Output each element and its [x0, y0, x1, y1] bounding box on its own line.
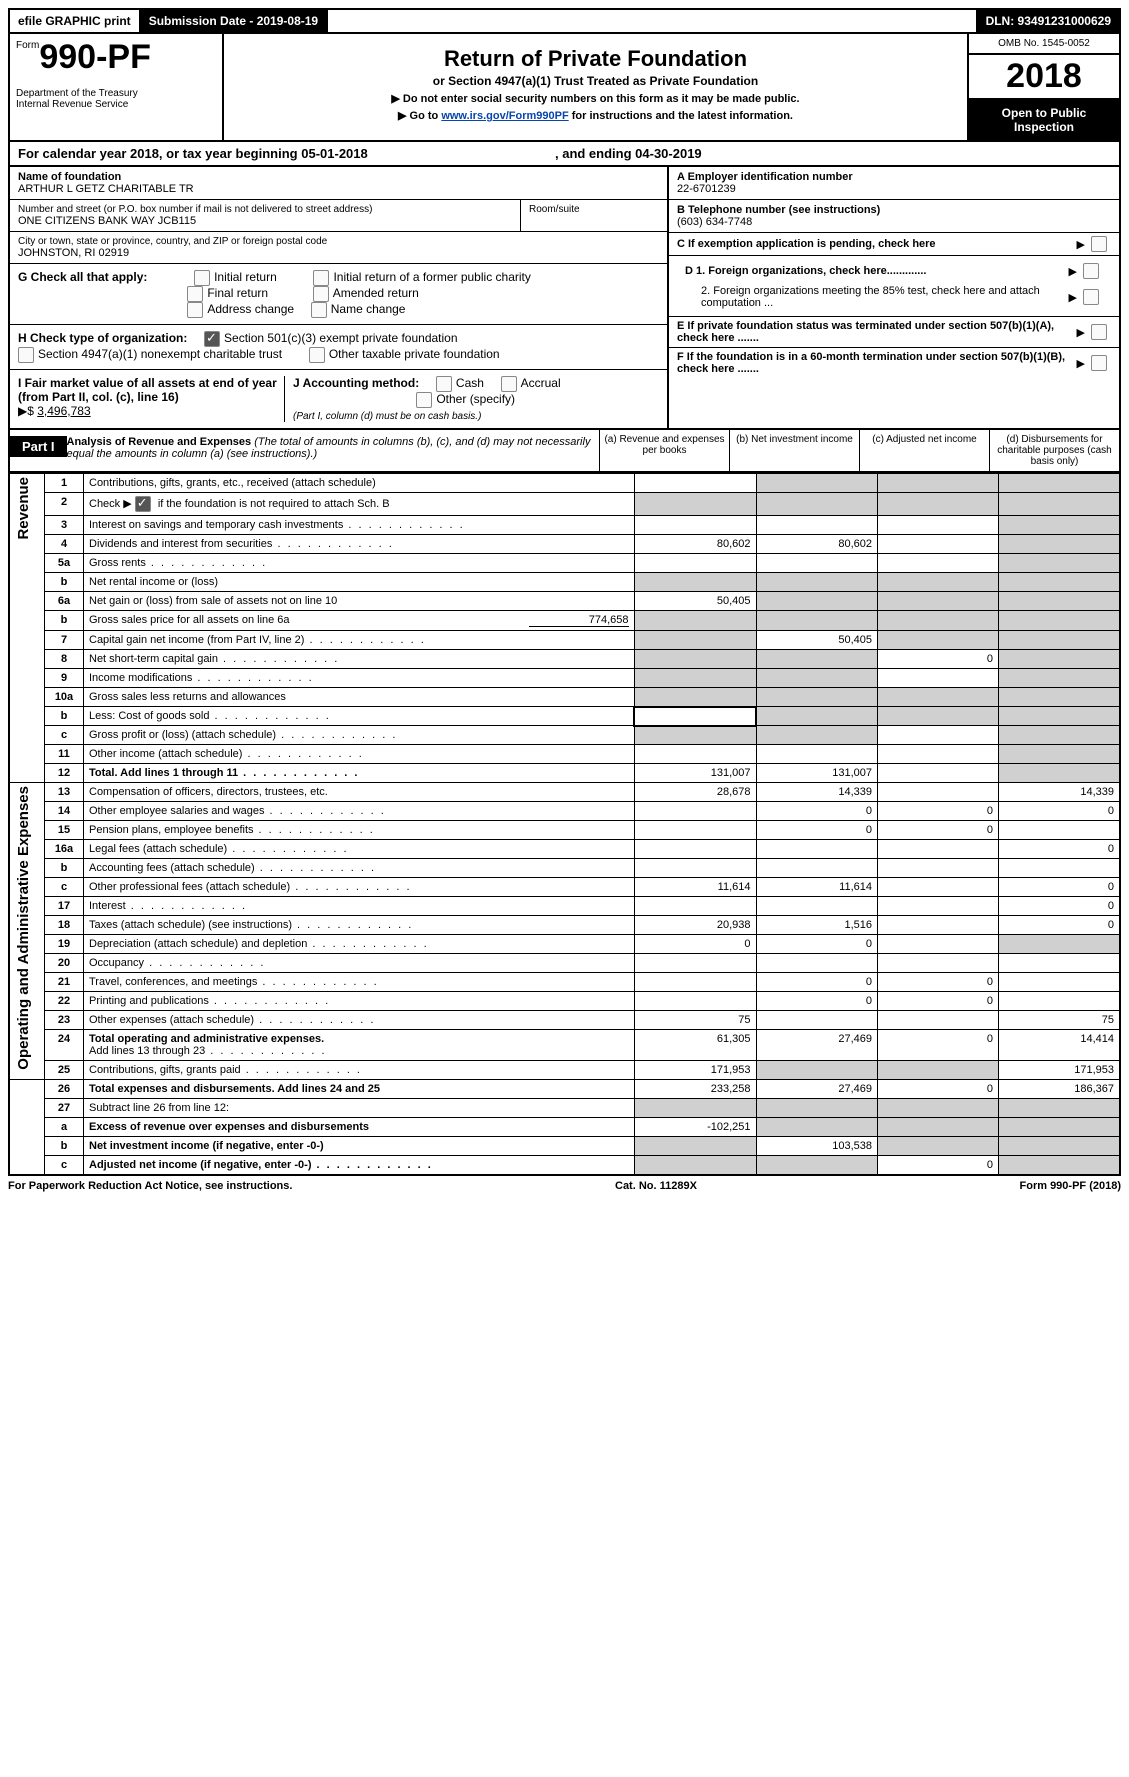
other-taxable-checkbox[interactable]	[309, 347, 325, 363]
foundation-name: ARTHUR L GETZ CHARITABLE TR	[18, 183, 659, 195]
table-row: 10aGross sales less returns and allowanc…	[9, 688, 1120, 707]
table-row: 26Total expenses and disbursements. Add …	[9, 1080, 1120, 1099]
table-row: 5aGross rents	[9, 554, 1120, 573]
d1-checkbox[interactable]	[1083, 263, 1099, 279]
501c3-checkbox[interactable]	[204, 331, 220, 347]
main-table: Revenue 1Contributions, gifts, grants, e…	[8, 473, 1121, 1176]
table-row: bNet rental income or (loss)	[9, 573, 1120, 592]
col-b-header: (b) Net investment income	[729, 430, 859, 471]
table-row: 2 Check ▶ if the foundation is not requi…	[9, 493, 1120, 516]
section-c: C If exemption application is pending, c…	[669, 233, 1119, 256]
table-row: 17Interest 0	[9, 897, 1120, 916]
tax-year: 2018	[969, 55, 1119, 100]
table-row: 9Income modifications	[9, 669, 1120, 688]
table-row: cAdjusted net income (if negative, enter…	[9, 1156, 1120, 1176]
street-address: ONE CITIZENS BANK WAY JCB115	[18, 215, 512, 227]
name-change-checkbox[interactable]	[311, 302, 327, 318]
open-inspection: Open to Public Inspection	[969, 100, 1119, 140]
accrual-checkbox[interactable]	[501, 376, 517, 392]
efile-graphic: efile GRAPHIC print	[10, 10, 141, 32]
table-row: b Gross sales price for all assets on li…	[9, 611, 1120, 631]
table-row: bNet investment income (if negative, ent…	[9, 1137, 1120, 1156]
initial-return-former-checkbox[interactable]	[313, 270, 329, 286]
table-row: cGross profit or (loss) (attach schedule…	[9, 726, 1120, 745]
table-row: cOther professional fees (attach schedul…	[9, 878, 1120, 897]
address-change-checkbox[interactable]	[187, 302, 203, 318]
table-row: 6aNet gain or (loss) from sale of assets…	[9, 592, 1120, 611]
amended-return-checkbox[interactable]	[313, 286, 329, 302]
info-grid: Name of foundation ARTHUR L GETZ CHARITA…	[8, 167, 1121, 430]
ein-value: 22-6701239	[677, 183, 1111, 195]
calendar-year: For calendar year 2018, or tax year begi…	[8, 142, 1121, 167]
omb-number: OMB No. 1545-0052	[969, 34, 1119, 55]
irs-link[interactable]: www.irs.gov/Form990PF	[441, 110, 568, 122]
initial-return-checkbox[interactable]	[194, 270, 210, 286]
table-row: 4Dividends and interest from securities …	[9, 535, 1120, 554]
table-row: 25Contributions, gifts, grants paid 171,…	[9, 1061, 1120, 1080]
d2-checkbox[interactable]	[1083, 289, 1099, 305]
expenses-label: Operating and Administrative Expenses	[15, 786, 32, 1070]
other-method-checkbox[interactable]	[416, 392, 432, 408]
final-return-checkbox[interactable]	[187, 286, 203, 302]
col-c-header: (c) Adjusted net income	[859, 430, 989, 471]
4947-checkbox[interactable]	[18, 347, 34, 363]
revenue-label: Revenue	[15, 477, 32, 540]
submission-date: Submission Date - 2019-08-19	[141, 10, 328, 32]
city-state-zip: JOHNSTON, RI 02919	[18, 247, 659, 259]
table-row: 19Depreciation (attach schedule) and dep…	[9, 935, 1120, 954]
table-row: 21Travel, conferences, and meetings 00	[9, 973, 1120, 992]
dln: DLN: 93491231000629	[978, 10, 1119, 32]
table-row: 12Total. Add lines 1 through 11 131,0071…	[9, 764, 1120, 783]
section-h: H Check type of organization: Section 50…	[10, 325, 667, 370]
efile-bar: efile GRAPHIC print Submission Date - 20…	[8, 8, 1121, 34]
fmv-value: 3,496,783	[37, 404, 90, 418]
table-row: 8Net short-term capital gain 0	[9, 650, 1120, 669]
section-d: D 1. Foreign organizations, check here..…	[669, 256, 1119, 317]
section-j: J Accounting method: Cash Accrual Other …	[285, 376, 659, 422]
table-row: 27Subtract line 26 from line 12:	[9, 1099, 1120, 1118]
section-i: I Fair market value of all assets at end…	[18, 376, 285, 422]
table-row: bLess: Cost of goods sold	[9, 707, 1120, 726]
table-row: Operating and Administrative Expenses 13…	[9, 783, 1120, 802]
section-f: F If the foundation is in a 60-month ter…	[669, 348, 1119, 378]
table-row: Revenue 1Contributions, gifts, grants, e…	[9, 474, 1120, 493]
section-g: G Check all that apply: Initial return I…	[10, 264, 667, 325]
footer: For Paperwork Reduction Act Notice, see …	[8, 1176, 1121, 1196]
f-checkbox[interactable]	[1091, 355, 1107, 371]
form-title: Return of Private Foundation	[230, 46, 961, 72]
form-header: Form 990-PF Department of the Treasury I…	[8, 34, 1121, 142]
table-row: 24 Total operating and administrative ex…	[9, 1030, 1120, 1061]
table-row: 18Taxes (attach schedule) (see instructi…	[9, 916, 1120, 935]
e-checkbox[interactable]	[1091, 324, 1107, 340]
schb-checkbox[interactable]	[135, 496, 151, 512]
table-row: bAccounting fees (attach schedule)	[9, 859, 1120, 878]
table-row: 20Occupancy	[9, 954, 1120, 973]
table-row: 15Pension plans, employee benefits 00	[9, 821, 1120, 840]
part1-label: Part I	[10, 436, 67, 457]
section-e: E If private foundation status was termi…	[669, 317, 1119, 348]
col-a-header: (a) Revenue and expenses per books	[599, 430, 729, 471]
telephone: (603) 634-7748	[677, 216, 1111, 228]
table-row: 22Printing and publications 00	[9, 992, 1120, 1011]
cash-checkbox[interactable]	[436, 376, 452, 392]
col-d-header: (d) Disbursements for charitable purpose…	[989, 430, 1119, 471]
table-row: 11Other income (attach schedule)	[9, 745, 1120, 764]
table-row: 14Other employee salaries and wages 000	[9, 802, 1120, 821]
table-row: 16aLegal fees (attach schedule) 0	[9, 840, 1120, 859]
table-row: 3Interest on savings and temporary cash …	[9, 516, 1120, 535]
table-row: 7Capital gain net income (from Part IV, …	[9, 631, 1120, 650]
form-number: 990-PF	[39, 40, 151, 74]
table-row: 23Other expenses (attach schedule) 7575	[9, 1011, 1120, 1030]
exempt-checkbox[interactable]	[1091, 236, 1107, 252]
table-row: aExcess of revenue over expenses and dis…	[9, 1118, 1120, 1137]
part1-header: Part I Analysis of Revenue and Expenses …	[8, 430, 1121, 473]
